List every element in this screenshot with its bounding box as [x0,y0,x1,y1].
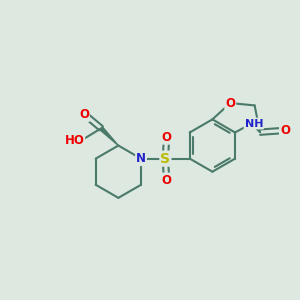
Polygon shape [100,127,118,146]
Text: O: O [225,97,235,110]
Text: O: O [162,131,172,144]
Text: HO: HO [64,134,84,147]
Text: O: O [280,124,290,137]
Text: S: S [160,152,170,166]
Text: NH: NH [244,118,263,128]
Text: N: N [136,152,146,165]
Text: O: O [162,173,172,187]
Text: O: O [79,108,89,121]
